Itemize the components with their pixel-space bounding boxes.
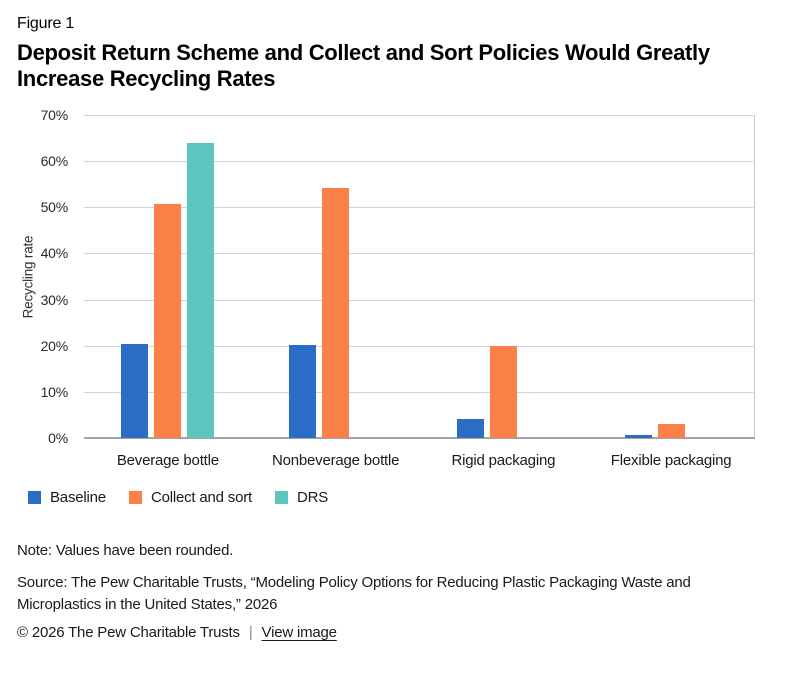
bar-collect-and-sort-flexible-packaging <box>657 424 685 438</box>
copyright-text: © 2026 The Pew Charitable Trusts <box>17 624 240 641</box>
separator: | <box>248 624 253 641</box>
gridline-40 <box>84 253 755 255</box>
gridline-30 <box>84 299 755 301</box>
bar-drs-beverage-bottle <box>187 142 215 438</box>
bar-baseline-flexible-packaging <box>624 434 652 438</box>
legend-label-drs: DRS <box>296 489 329 506</box>
x-axis-label-rigid-packaging: Rigid packaging <box>451 452 556 469</box>
x-axis-label-flexible-packaging: Flexible packaging <box>610 452 732 469</box>
x-axis-line <box>84 437 755 439</box>
x-axis-label-nonbeverage-bottle: Nonbeverage bottle <box>271 452 400 469</box>
note-text: Note: Values have been rounded. <box>17 542 234 559</box>
plot-area: 0% 10% 20% 30% 40% 50% 60% 70% Beverage bottle No… <box>41 107 755 469</box>
y-axis-tick-10: 10% <box>40 383 69 400</box>
bar-baseline-beverage-bottle <box>121 344 149 438</box>
figure-title: Deposit Return Scheme and Collect and So… <box>17 40 710 91</box>
legend-label-collect-and-sort: Collect and sort <box>150 489 252 506</box>
bar-baseline-rigid-packaging <box>456 419 484 438</box>
view-image-link[interactable]: View image <box>261 624 337 641</box>
legend-item-baseline: Baseline <box>28 489 106 506</box>
y-axis-tick-70: 70% <box>40 107 69 123</box>
legend-swatch-collect-and-sort <box>128 491 142 504</box>
bar-collect-and-sort-rigid-packaging <box>489 345 517 438</box>
gridline-10 <box>84 391 755 393</box>
gridline-70 <box>84 115 755 116</box>
legend-item-collect-and-sort: Collect and sort <box>128 489 252 506</box>
legend-label-baseline: Baseline <box>50 489 106 506</box>
chart-legend: Baseline Collect and sort DRS <box>28 489 794 506</box>
bar-baseline-nonbeverage-bottle <box>289 345 317 438</box>
gridline-20 <box>84 345 755 347</box>
bar-collect-and-sort-beverage-bottle <box>154 203 182 438</box>
gridline-60 <box>84 161 755 163</box>
y-axis-tick-30: 30% <box>40 291 69 308</box>
y-axis-tick-60: 60% <box>40 153 69 170</box>
bar-chart: Recycling rate 0% 10% 20% 30% 40% 50% 60% 70% Be… <box>0 107 794 475</box>
gridline-50 <box>84 207 755 209</box>
legend-swatch-baseline <box>28 491 41 504</box>
y-axis-tick-50: 50% <box>40 199 69 216</box>
bar-collect-and-sort-nonbeverage-bottle <box>322 187 350 438</box>
y-axis-tick-20: 20% <box>40 337 69 354</box>
figure-label: Figure 1 <box>17 15 75 32</box>
y-axis-tick-40: 40% <box>40 245 69 262</box>
source-text: Source: The Pew Charitable Trusts, “Mode… <box>17 574 691 613</box>
legend-item-drs: DRS <box>274 489 329 506</box>
copyright-row: © 2026 The Pew Charitable Trusts | View im… <box>17 623 794 643</box>
x-axis-label-beverage-bottle: Beverage bottle <box>116 452 219 469</box>
y-axis-tick-0: 0% <box>48 430 68 446</box>
legend-swatch-drs <box>274 491 288 504</box>
